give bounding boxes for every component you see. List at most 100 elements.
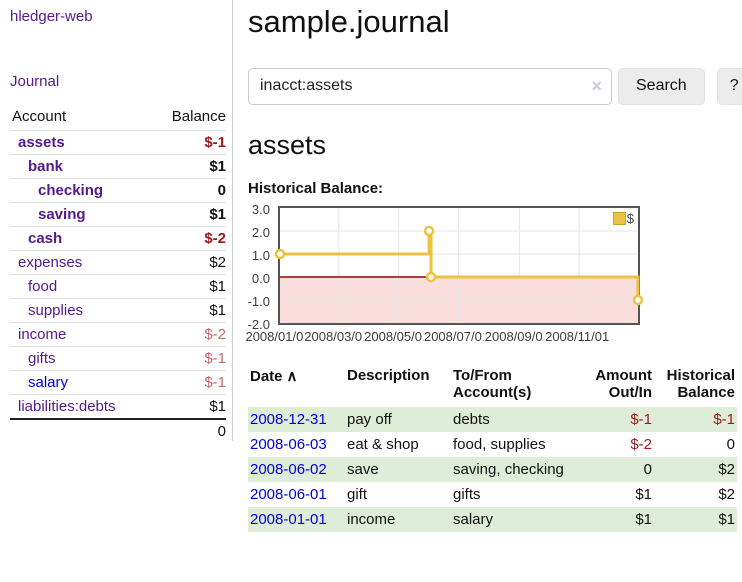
sidebar: hledger-web Journal Account Balance asse… — [0, 0, 233, 443]
register-amount: $-2 — [630, 436, 652, 453]
account-balance: $-1 — [150, 346, 226, 371]
register-account: debts — [453, 411, 490, 428]
table-row: salary $-1 — [10, 370, 226, 395]
table-row: 2008-06-02 save saving, checking 0 $2 — [248, 457, 737, 482]
date-link[interactable]: 2008-01-01 — [250, 511, 327, 528]
register-balance: $-1 — [713, 411, 735, 428]
sidebar-item-salary[interactable]: salary — [28, 374, 69, 391]
table-row: cash $-2 — [10, 226, 226, 251]
chart-title: Historical Balance: — [248, 180, 384, 197]
sidebar-item-saving[interactable]: saving — [38, 206, 86, 223]
y-axis-tick-label: 3.0 — [251, 202, 270, 217]
register-balance: $1 — [718, 511, 735, 528]
chart-y-labels: 3.0 2.0 1.0 0.0 -1.0 -2.0 — [244, 202, 274, 332]
y-axis-tick-label: -2.0 — [247, 317, 270, 332]
register-header-description: Description — [347, 367, 430, 384]
table-row: 2008-06-03 eat & shop food, supplies $-2… — [248, 432, 737, 457]
table-row: income $-2 — [10, 322, 226, 347]
sidebar-item-cash[interactable]: cash — [28, 230, 63, 247]
sidebar-item-supplies[interactable]: supplies — [28, 302, 84, 319]
register-header-balance: Historical Balance — [666, 367, 735, 401]
register-amount: $1 — [635, 486, 652, 503]
sidebar-item-journal[interactable]: Journal — [10, 73, 60, 90]
accounts-header-row: Account Balance — [10, 105, 226, 131]
sidebar-item-liabilities-debts[interactable]: liabilities:debts — [18, 398, 116, 415]
sidebar-item-food[interactable]: food — [28, 278, 58, 295]
x-axis-tick-label: 2008/01/01 — [244, 329, 312, 344]
accounts-header-account: Account — [12, 108, 67, 125]
register-amount: $1 — [635, 511, 652, 528]
account-balance: $1 — [150, 298, 226, 323]
chart-plot[interactable]: $ — [274, 206, 644, 325]
accounts-total-row: 0 — [10, 418, 226, 443]
clear-search-icon[interactable]: × — [591, 75, 602, 96]
register-description: save — [347, 461, 379, 478]
chart-plot-svg — [274, 208, 644, 323]
date-link[interactable]: 2008-12-31 — [250, 411, 327, 428]
y-axis-tick-label: 0.0 — [251, 271, 270, 286]
account-balance: $1 — [150, 274, 226, 299]
register-description: eat & shop — [347, 436, 419, 453]
register-header-amount: Amount Out/In — [595, 367, 652, 401]
x-axis-tick-label: 2008/11/01 — [544, 329, 611, 344]
register-table: Date ∧ Description To/From Account(s) Amo… — [248, 365, 737, 532]
register-header-account: To/From Account(s) — [453, 367, 532, 401]
register-amount: $-1 — [630, 411, 652, 428]
register-description: gift — [347, 486, 368, 503]
account-balance: $1 — [150, 154, 226, 179]
table-row: liabilities:debts $1 — [10, 394, 226, 419]
register-balance: $2 — [718, 486, 735, 503]
register-amount: 0 — [643, 461, 652, 478]
legend-label: $ — [626, 211, 634, 226]
register-description: income — [347, 511, 396, 528]
register-header-date[interactable]: Date ∧ — [250, 368, 298, 385]
account-balance: $2 — [150, 250, 226, 275]
sidebar-item-bank[interactable]: bank — [28, 158, 64, 175]
search-input[interactable] — [248, 67, 612, 105]
account-balance: $-2 — [150, 322, 226, 347]
accounts-total-value: 0 — [150, 418, 226, 443]
x-axis-tick-label: 2008/07/01 — [422, 329, 491, 344]
accounts-balance-table: Account Balance assets $-1 bank $1 check… — [10, 105, 226, 443]
date-link[interactable]: 2008-06-01 — [250, 486, 327, 503]
app-title-link[interactable]: hledger-web — [10, 8, 93, 25]
register-header-row: Date ∧ Description To/From Account(s) Amo… — [248, 365, 737, 407]
help-button[interactable]: ? — [716, 67, 742, 105]
chart-legend: $ — [610, 210, 636, 227]
table-row: 2008-06-01 gift gifts $1 $2 — [248, 482, 737, 507]
historical-balance-chart: 3.0 2.0 1.0 0.0 -1.0 -2.0 $ 2008/01/01 2008/03… — [244, 202, 738, 348]
account-balance: $-2 — [150, 226, 226, 251]
account-heading: assets — [248, 130, 327, 160]
register-balance: 0 — [726, 436, 735, 453]
sidebar-item-checking[interactable]: checking — [38, 182, 104, 199]
x-axis-tick-label: 2008/09/01 — [483, 329, 551, 344]
search-box: × — [248, 67, 612, 105]
register-account: food, supplies — [453, 436, 546, 453]
main-content: sample.journal × Search ? assets Histori… — [244, 0, 742, 532]
search-button[interactable]: Search — [618, 67, 705, 105]
account-balance: $1 — [150, 202, 226, 227]
register-description: pay off — [347, 411, 392, 428]
page-title: sample.journal — [248, 4, 450, 39]
register-account: gifts — [453, 486, 481, 503]
sidebar-item-assets[interactable]: assets — [18, 134, 65, 151]
x-axis-tick-label: 2008/05/01 — [363, 329, 431, 344]
x-axis-tick-label: 2008/03/01 — [303, 329, 371, 344]
account-balance: $-1 — [150, 370, 226, 395]
table-row: assets $-1 — [10, 130, 226, 155]
account-balance: $1 — [150, 394, 226, 419]
legend-swatch-icon — [612, 212, 626, 225]
date-link[interactable]: 2008-06-02 — [250, 461, 327, 478]
sidebar-item-income[interactable]: income — [18, 326, 67, 343]
date-link[interactable]: 2008-06-03 — [250, 436, 327, 453]
accounts-header-balance: Balance — [171, 108, 226, 125]
register-account: saving, checking — [453, 461, 564, 478]
table-row: bank $1 — [10, 154, 226, 179]
sidebar-item-expenses[interactable]: expenses — [18, 254, 83, 271]
table-row: checking 0 — [10, 178, 226, 203]
table-row: 2008-12-31 pay off debts $-1 $-1 — [248, 407, 737, 432]
table-row: gifts $-1 — [10, 346, 226, 371]
sidebar-item-gifts[interactable]: gifts — [28, 350, 56, 367]
chart-x-labels: 2008/01/01 2008/03/01 2008/05/01 2008/07/01… — [244, 329, 640, 345]
